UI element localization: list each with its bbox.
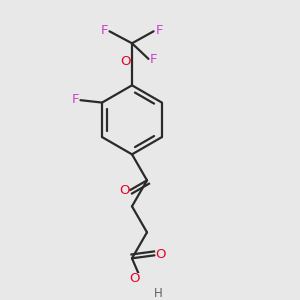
Text: O: O: [120, 56, 130, 68]
Text: F: F: [155, 24, 163, 37]
Text: F: F: [100, 24, 108, 37]
Text: H: H: [154, 287, 163, 300]
Text: O: O: [119, 184, 130, 197]
Text: O: O: [155, 248, 166, 261]
Text: F: F: [150, 53, 158, 66]
Text: O: O: [130, 272, 140, 285]
Text: F: F: [71, 93, 79, 106]
